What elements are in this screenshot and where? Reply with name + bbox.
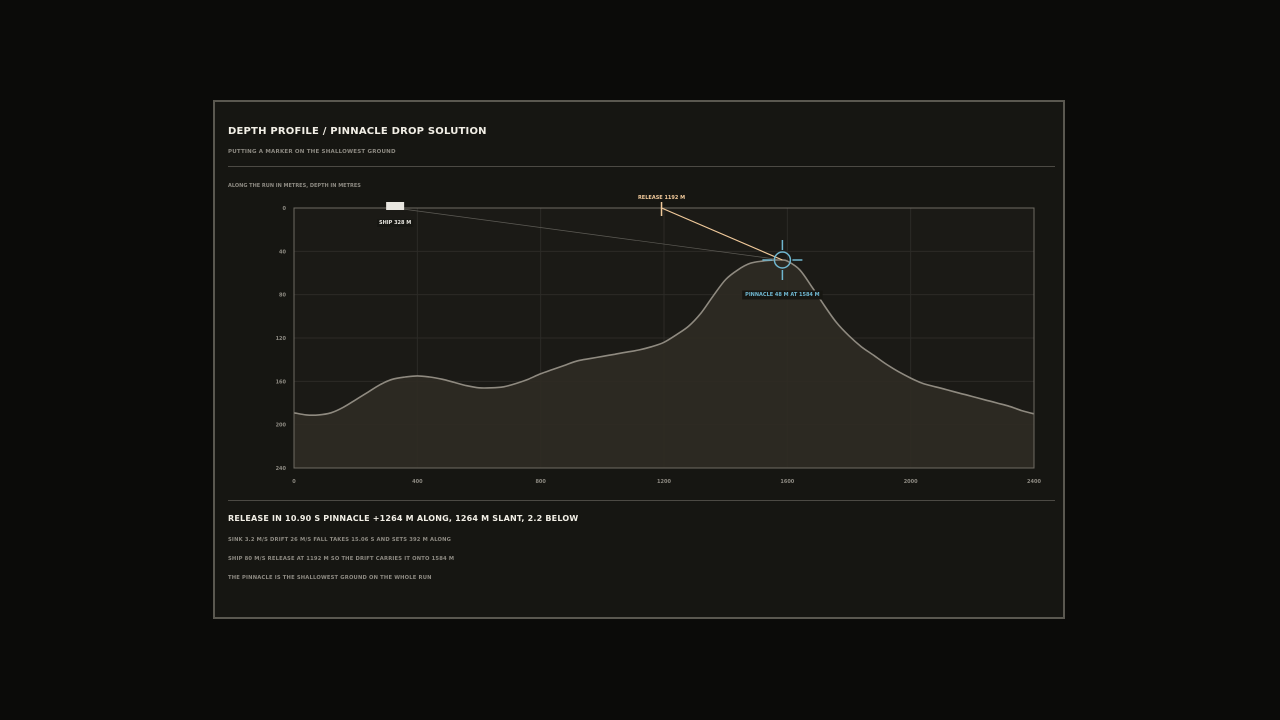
terrain-layer <box>293 259 1035 468</box>
ship-marker <box>386 202 405 210</box>
terrain-area <box>294 259 1034 468</box>
terrain-profile-line <box>293 259 1035 416</box>
solution-headline: RELEASE IN 10.90 S PINNACLE +1264 M ALON… <box>228 514 579 523</box>
ship-label: SHIP 328 M <box>379 220 411 226</box>
pinnacle-label: PINNACLE 48 M AT 1584 M <box>745 292 819 298</box>
pinnacle-label-background <box>742 290 823 300</box>
ship-sight-line <box>395 207 783 261</box>
pinnacle-target-ring <box>773 251 792 269</box>
y-tick-label: 120 <box>276 336 287 342</box>
page-title: DEPTH PROFILE / PINNACLE DROP SOLUTION <box>228 126 487 137</box>
x-tick-label: 1200 <box>657 479 671 485</box>
x-tick-label: 800 <box>535 479 546 485</box>
plot-frame <box>293 207 1035 469</box>
depth-profile-chart: 0 400 800 1200 1600 2000 2400 0 40 80 120 160 200 240… <box>276 195 1042 485</box>
page-subtitle: PUTTING A MARKER ON THE SHALLOWEST GROUN… <box>228 149 396 155</box>
x-tick-label: 1600 <box>780 479 794 485</box>
solution-detail-sink: SINK 3.2 M/S DRIFT 26 M/S FALL TAKES 15.… <box>228 537 452 543</box>
release-label: RELEASE 1192 M <box>638 195 685 201</box>
header-divider <box>228 166 1055 167</box>
y-tick-label: 80 <box>279 293 286 299</box>
chart-caption: ALONG THE RUN IN METRES, DEPTH IN METRES <box>228 183 361 189</box>
axis-ticks: 0 400 800 1200 1600 2000 2400 0 40 80 120 160 200 240 <box>276 206 1042 485</box>
solution-detail-note: THE PINNACLE IS THE SHALLOWEST GROUND ON… <box>228 575 432 581</box>
x-tick-label: 2000 <box>904 479 918 485</box>
solution-detail-release: SHIP 80 M/S RELEASE AT 1192 M SO THE DRI… <box>228 556 455 562</box>
y-tick-label: 240 <box>276 466 287 472</box>
x-tick-label: 0 <box>292 479 296 485</box>
summary-divider <box>228 500 1055 501</box>
release-trajectory-line <box>661 207 783 261</box>
x-tick-label: 2400 <box>1027 479 1041 485</box>
y-tick-label: 200 <box>276 423 287 429</box>
x-tick-label: 400 <box>412 479 423 485</box>
y-tick-label: 40 <box>279 249 286 255</box>
chart-markers: SHIP 328 M RELEASE 1192 M PINNACLE 48 M AT… <box>377 195 823 300</box>
y-tick-label: 160 <box>276 379 287 385</box>
depth-profile-panel: DEPTH PROFILE / PINNACLE DROP SOLUTION P… <box>213 100 1065 619</box>
ship-label-background <box>377 219 414 227</box>
y-tick-label: 0 <box>283 206 287 212</box>
